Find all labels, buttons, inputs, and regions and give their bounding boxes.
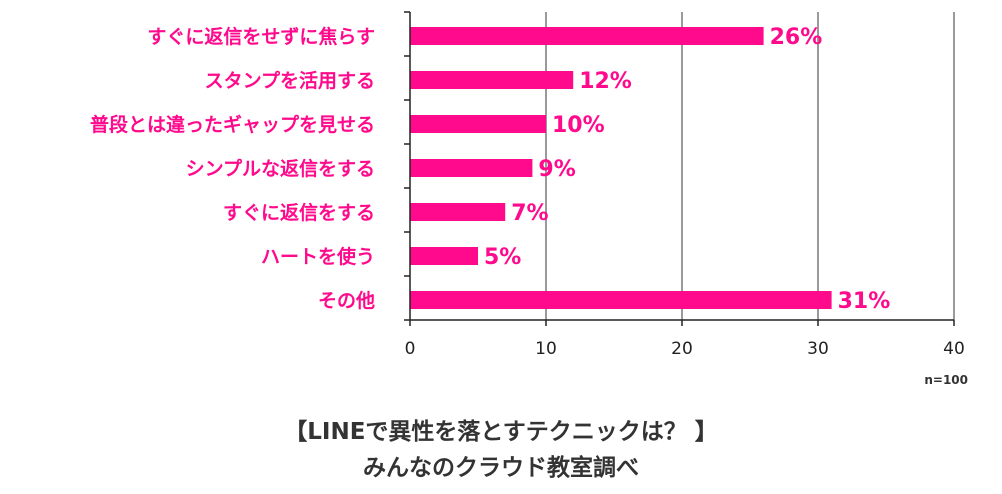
bar xyxy=(410,71,574,89)
bar xyxy=(410,27,764,45)
value-label: 10% xyxy=(552,113,605,138)
axes xyxy=(404,11,955,326)
x-tick-label: 20 xyxy=(671,339,693,359)
category-label: ハートを使う xyxy=(261,246,375,268)
bar xyxy=(410,247,478,265)
value-label: 12% xyxy=(579,69,632,94)
x-tick-label: 40 xyxy=(943,339,965,359)
labels: 0 10 20 30 40 すぐに返信をせずに焦らす 26% スタンプを活用する 12% 普段とは… xyxy=(90,25,965,359)
bar-chart: 0 10 20 30 40 すぐに返信をせずに焦らす 26% スタンプを活用する 12% 普段とは… xyxy=(90,11,968,387)
chart-caption-source: みんなのクラウド教室調べ xyxy=(363,455,639,481)
sample-size-note: n=100 xyxy=(924,373,968,387)
gridlines xyxy=(545,12,955,320)
value-label: 5% xyxy=(484,245,521,270)
category-label: 普段とは違ったギャップを見せる xyxy=(90,113,375,136)
x-tick-label: 30 xyxy=(807,339,829,359)
category-label: すぐに返信をする xyxy=(223,201,375,224)
category-label: スタンプを活用する xyxy=(205,69,375,92)
x-tick-label: 0 xyxy=(405,339,416,359)
chart-caption-title: 【LINEで異性を落とすテクニックは？ 】 xyxy=(284,419,718,445)
bar xyxy=(410,203,506,221)
value-label: 26% xyxy=(770,25,823,50)
bar xyxy=(410,115,546,133)
bar xyxy=(410,291,832,309)
category-label: その他 xyxy=(318,289,375,312)
value-label: 31% xyxy=(838,289,891,314)
x-tick-label: 10 xyxy=(535,339,557,359)
category-label: シンプルな返信をする xyxy=(186,157,375,180)
bars xyxy=(410,27,832,309)
bar xyxy=(410,159,533,177)
value-label: 9% xyxy=(538,157,575,182)
value-label: 7% xyxy=(511,201,548,226)
category-label: すぐに返信をせずに焦らす xyxy=(147,25,375,48)
